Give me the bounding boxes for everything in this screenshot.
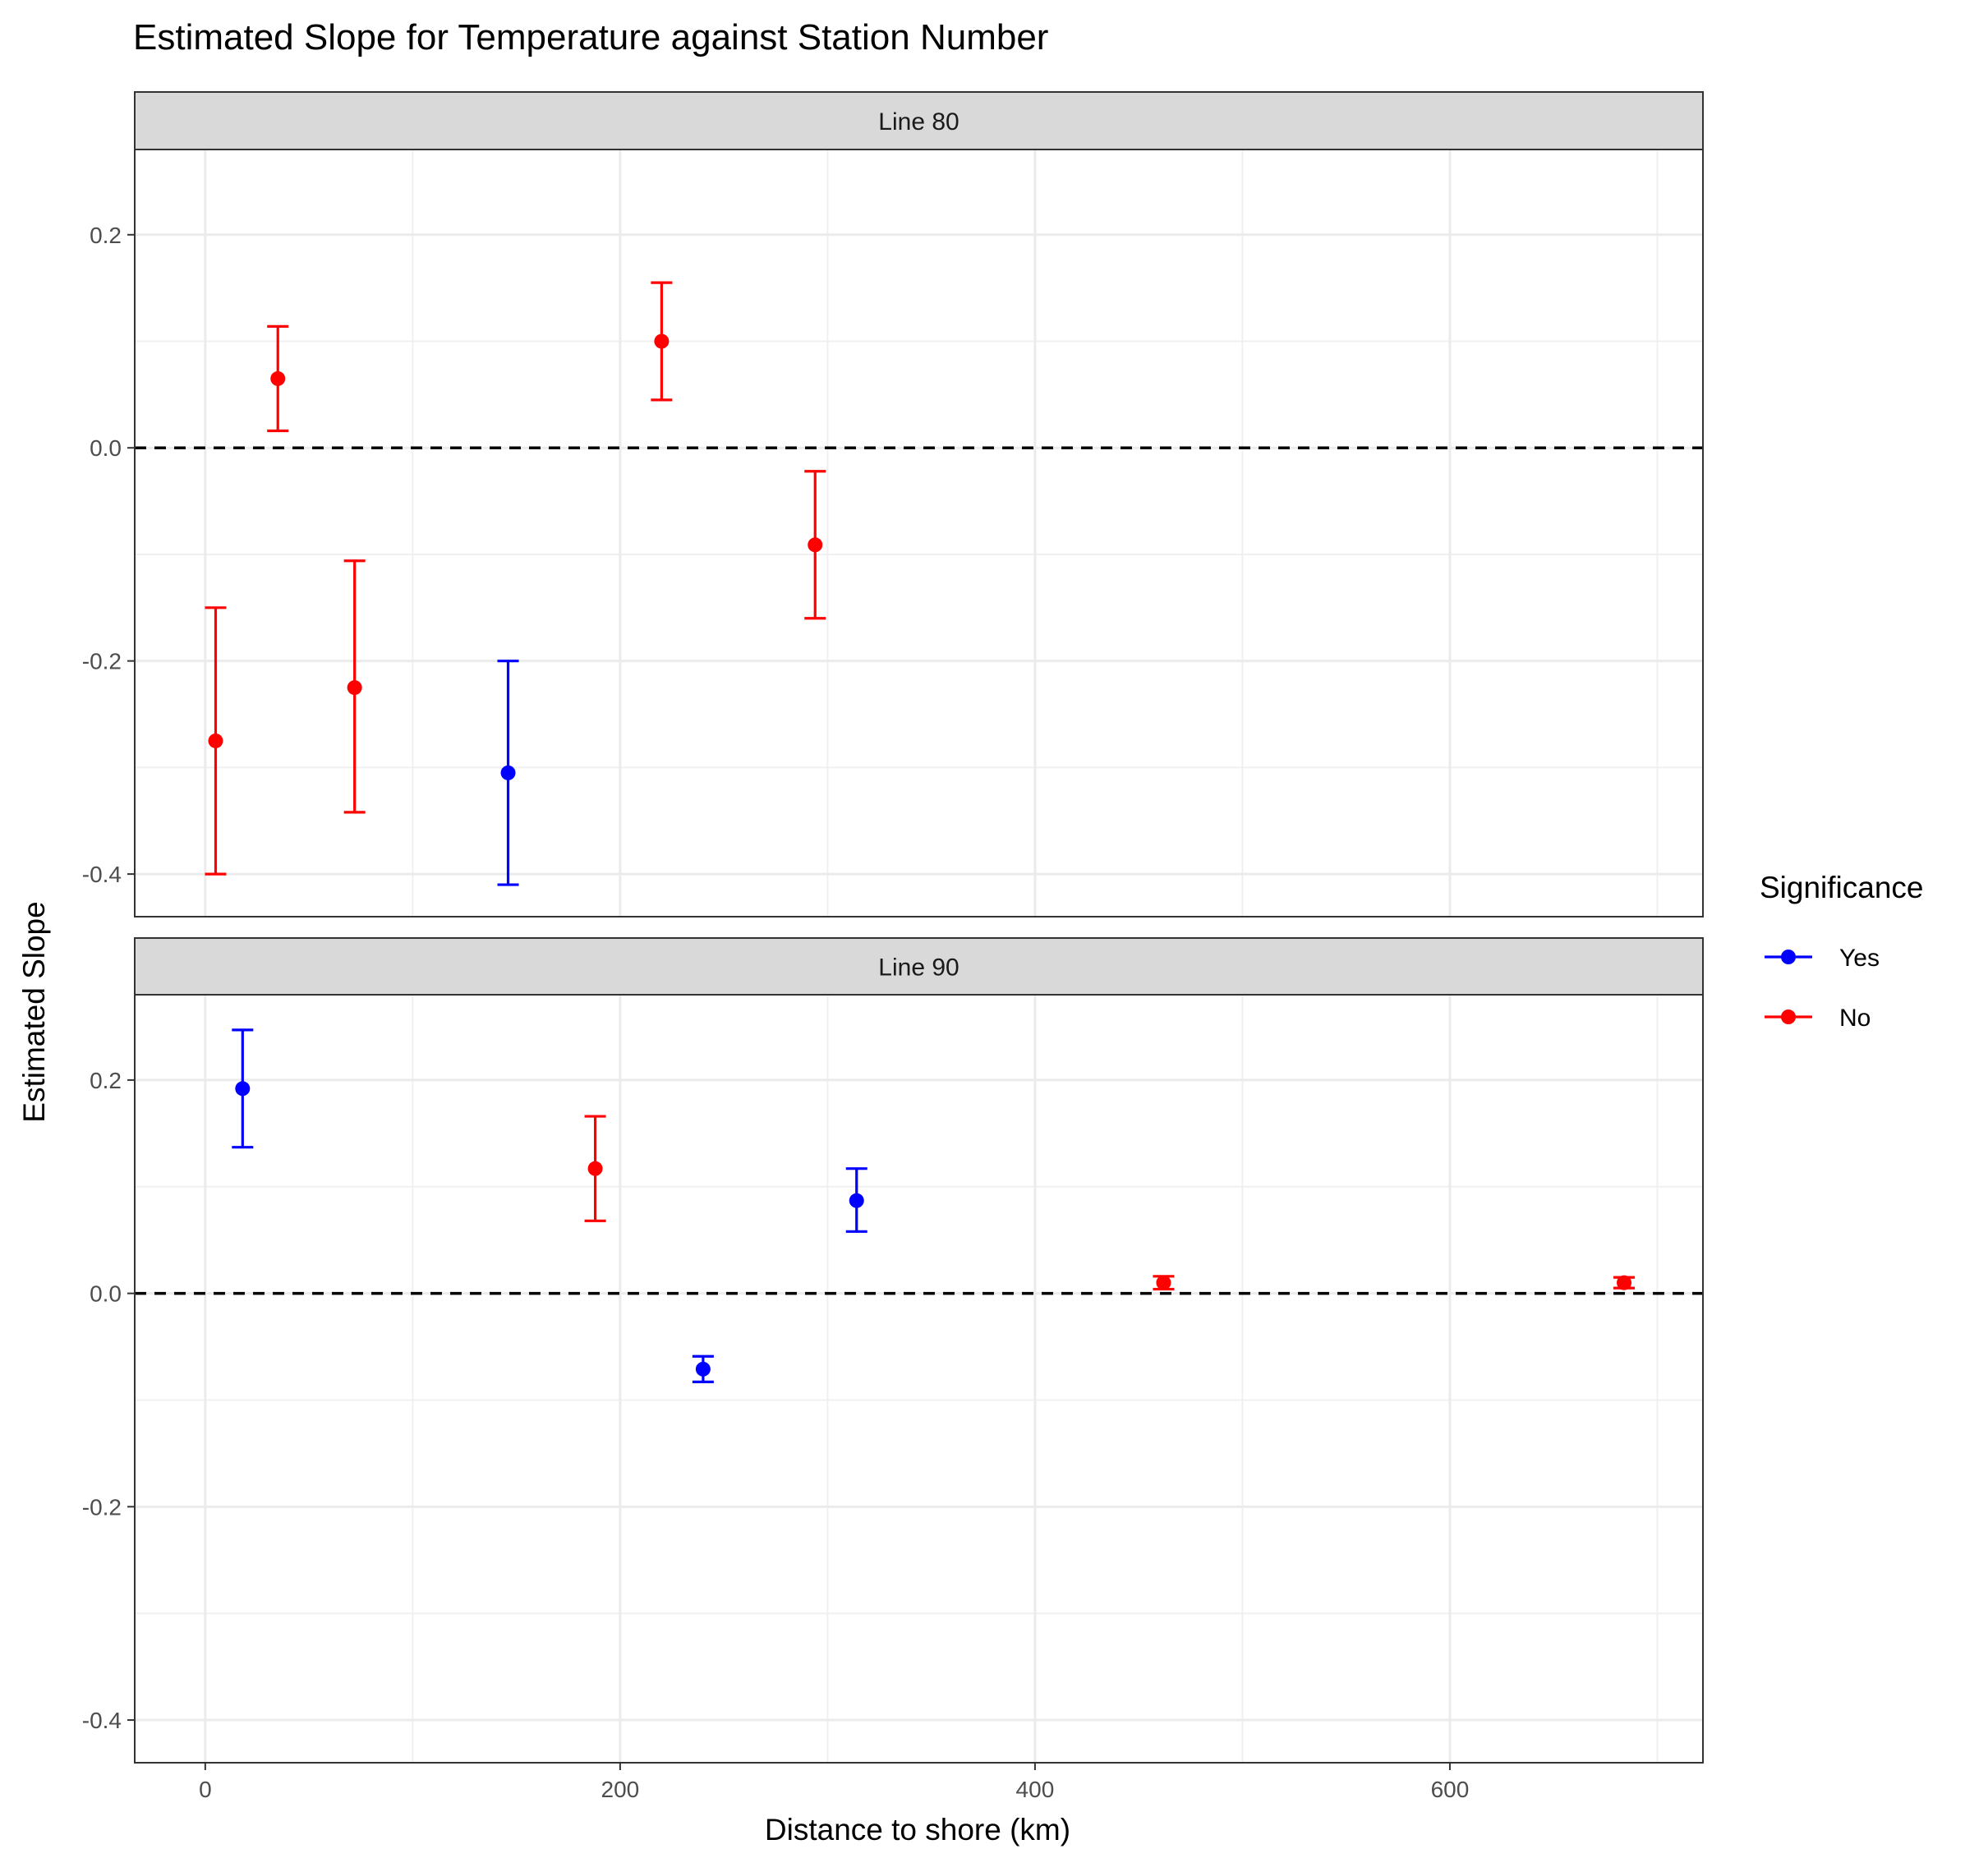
data-point — [208, 733, 223, 748]
data-point — [1156, 1275, 1171, 1290]
legend-item-no: No — [1765, 1005, 1871, 1032]
data-point — [500, 765, 516, 780]
chart-title: Estimated Slope for Temperature against … — [133, 17, 1048, 57]
data-point-group — [1613, 1275, 1636, 1290]
panels: Line 80 0.2 0.0 -0.2 -0.4 Line 90 0.2 0.0 -0.2 -0… — [82, 91, 1704, 1802]
x-tick-label: 0 — [199, 1777, 212, 1802]
y-tick-label: -0.4 — [82, 862, 122, 887]
data-point — [270, 370, 286, 386]
legend-key-point — [1781, 1009, 1796, 1024]
data-point — [235, 1081, 251, 1097]
y-tick-label: -0.4 — [82, 1708, 122, 1733]
x-tick-label: 200 — [601, 1777, 640, 1802]
facet-strip — [134, 91, 1704, 150]
data-point-group — [205, 606, 227, 876]
data-point-group — [845, 1167, 867, 1233]
data-point — [808, 537, 823, 553]
legend-title: Significance — [1760, 871, 1924, 904]
x-tick-label: 400 — [1016, 1777, 1055, 1802]
y-tick-label: 0.2 — [90, 223, 122, 248]
facet-strip-label: Line 80 — [878, 108, 959, 136]
data-point — [654, 333, 670, 349]
y-tick-label: -0.2 — [82, 1494, 122, 1520]
y-tick-label: -0.2 — [82, 649, 122, 674]
panel-background — [135, 149, 1703, 917]
legend-label: Yes — [1839, 945, 1880, 972]
data-point-group — [267, 324, 289, 433]
y-tick-label: 0.0 — [90, 1281, 122, 1307]
data-point — [347, 680, 362, 696]
data-point — [849, 1193, 864, 1208]
facet-strip-label: Line 90 — [878, 954, 959, 982]
panel-background — [135, 995, 1703, 1763]
data-point-group — [584, 1115, 606, 1222]
panel-2: Line 90 0.2 0.0 -0.2 -0.4 0 200 400 600 — [82, 937, 1704, 1802]
legend-label: No — [1839, 1005, 1871, 1032]
data-point-group — [497, 660, 519, 886]
y-tick-label: 0.2 — [90, 1068, 122, 1093]
legend-key-point — [1781, 950, 1796, 964]
panel-border — [134, 149, 1704, 918]
data-point-group — [692, 1354, 714, 1383]
data-point-group — [232, 1028, 254, 1149]
data-point — [695, 1361, 711, 1377]
y-tick-label: 0.0 — [90, 435, 122, 461]
data-point-group — [804, 470, 826, 620]
legend-item-yes: Yes — [1765, 945, 1880, 972]
panel-border — [134, 994, 1704, 1764]
legend: Significance Yes No — [1760, 871, 1924, 1032]
data-point-group — [651, 281, 673, 402]
data-point-group — [343, 559, 366, 814]
panel-1: Line 80 0.2 0.0 -0.2 -0.4 — [82, 91, 1704, 918]
facet-strip — [134, 937, 1704, 996]
y-axis-title: Estimated Slope — [17, 901, 51, 1122]
x-axis-title: Distance to shore (km) — [765, 1813, 1070, 1847]
data-point — [1617, 1275, 1632, 1290]
data-point — [587, 1161, 603, 1176]
x-tick-label: 600 — [1431, 1777, 1470, 1802]
data-point-group — [1153, 1275, 1175, 1291]
